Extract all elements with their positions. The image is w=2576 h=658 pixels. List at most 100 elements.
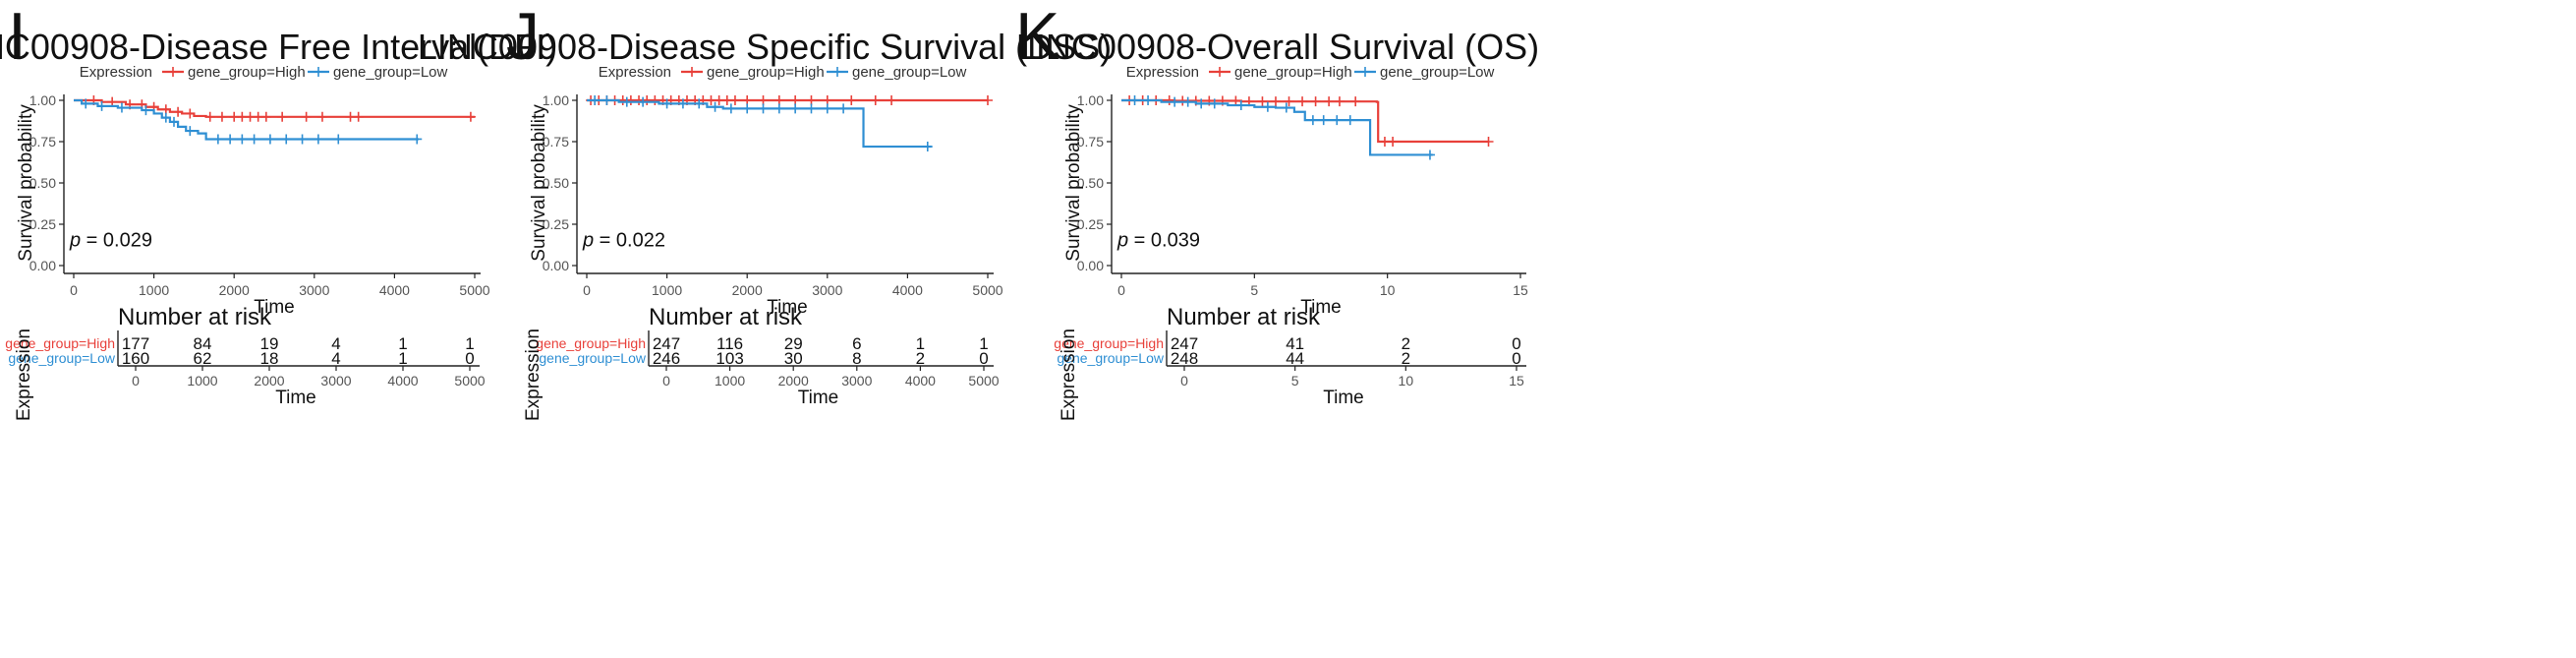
risk-row-label-high: gene_group=High: [536, 335, 646, 351]
censor-mark-high: [790, 95, 801, 105]
censor-mark-low: [1307, 115, 1318, 126]
x-tick-label: 3000: [812, 282, 842, 298]
risk-value: 30: [784, 349, 803, 368]
risk-x-tick-label: 15: [1509, 373, 1524, 389]
risk-table-title: Number at risk: [118, 304, 272, 330]
legend-title: Expression: [1126, 64, 1199, 81]
risk-table-title: Number at risk: [649, 304, 803, 330]
censor-mark-high: [1257, 96, 1268, 107]
censor-mark-low: [1345, 115, 1355, 126]
risk-x-tick-label: 5000: [968, 373, 999, 389]
risk-value: 246: [653, 349, 680, 368]
x-tick-label: 5000: [459, 282, 489, 298]
censor-mark-low: [725, 103, 736, 114]
censor-mark-high: [1284, 96, 1294, 107]
censor-mark-high: [1270, 96, 1281, 107]
censor-mark-low: [1196, 98, 1207, 109]
censor-mark-low: [773, 103, 784, 114]
y-tick-label: 1.00: [543, 92, 569, 108]
series-low: [587, 95, 933, 152]
x-tick-label: 4000: [379, 282, 410, 298]
x-tick-label: 2000: [732, 282, 763, 298]
censor-mark-low: [742, 103, 753, 114]
y-tick-label: 0.00: [543, 258, 569, 273]
censor-mark-high: [887, 95, 897, 105]
y-tick-label: 0.75: [1077, 134, 1104, 150]
risk-x-axis-label: Time: [1323, 388, 1364, 408]
x-tick-label: 0: [1117, 282, 1125, 298]
censor-mark-low: [590, 95, 601, 105]
y-tick-label: 0.25: [543, 216, 569, 232]
censor-mark-low: [1129, 95, 1140, 105]
series-low: [1121, 95, 1435, 160]
p-symbol: p: [1116, 230, 1128, 252]
risk-value: 177: [122, 334, 149, 353]
risk-value: 248: [1171, 349, 1198, 368]
censor-mark-high: [846, 95, 857, 105]
x-tick-label: 5: [1250, 282, 1258, 298]
y-tick-label: 0.00: [1077, 258, 1104, 273]
chart-title: LINC00908-Disease Specific Survival (DSS…: [418, 27, 1112, 67]
censor-mark-low: [694, 98, 705, 109]
panel-letter: J: [506, 0, 540, 74]
legend: Expression gene_group=High gene_group=Low: [1126, 64, 1495, 81]
survival-curve-low: [74, 98, 419, 141]
risk-value: 19: [260, 334, 279, 353]
censor-mark-low: [141, 105, 151, 116]
risk-value: 0: [1512, 334, 1520, 353]
y-tick-label: 1.00: [1077, 92, 1104, 108]
censor-mark-high: [822, 95, 832, 105]
censor-mark-low: [169, 116, 179, 127]
risk-x-tick-label: 0: [132, 373, 140, 389]
legend-censor-icon: [1215, 67, 1225, 77]
p-value-label: p = 0.022: [582, 230, 665, 252]
survival-curve-low: [587, 98, 932, 149]
censor-mark-high: [806, 95, 817, 105]
risk-value: 247: [653, 334, 680, 353]
x-axis-label: Time: [1300, 297, 1342, 318]
censor-mark-low: [333, 134, 344, 145]
p-value-label: p = 0.029: [69, 230, 152, 252]
censor-mark-high: [353, 111, 364, 122]
p-value-label: p = 0.039: [1116, 230, 1200, 252]
risk-value: 1: [979, 334, 988, 353]
axes: 0.00 0.25 0.50 0.75 1.00 0 1000 2000 3000 4000 500…: [529, 92, 1003, 318]
y-tick-label: 0.50: [543, 175, 569, 191]
y-tick-label: 0.75: [29, 134, 56, 150]
censor-mark-low: [1281, 102, 1291, 113]
censor-mark-high: [216, 111, 227, 122]
censor-mark-low: [1182, 96, 1193, 107]
y-tick-label: 1.00: [29, 92, 56, 108]
x-tick-label: 15: [1513, 282, 1528, 298]
censor-mark-low: [1209, 98, 1220, 109]
risk-y-axis-label: Expression: [1059, 329, 1079, 421]
censor-mark-low: [790, 103, 801, 114]
survival-curve-low: [1121, 98, 1433, 156]
x-tick-label: 4000: [892, 282, 923, 298]
risk-x-tick-label: 10: [1399, 373, 1414, 389]
panel-letter: I: [8, 0, 27, 74]
censor-mark-high: [870, 95, 881, 105]
risk-x-tick-label: 1000: [187, 373, 217, 389]
y-tick-label: 0.50: [29, 175, 56, 191]
censor-mark-low: [1424, 150, 1435, 160]
p-value: = 0.039: [1128, 230, 1200, 252]
censor-mark-high: [1297, 96, 1308, 107]
censor-mark-low: [1235, 100, 1246, 111]
risk-x-tick-label: 2000: [254, 373, 284, 389]
censor-mark-high: [204, 111, 215, 122]
censor-mark-low: [160, 112, 171, 123]
y-tick-label: 0.75: [543, 134, 569, 150]
censor-mark-low: [1262, 101, 1273, 112]
censor-mark-high: [277, 111, 288, 122]
legend-entry-high: gene_group=High: [188, 64, 306, 81]
risk-value: 4: [331, 349, 340, 368]
y-tick-label: 0.25: [1077, 216, 1104, 232]
censor-mark-high: [1231, 95, 1241, 106]
censor-mark-low: [81, 98, 91, 109]
y-axis-label: Survival probability: [1063, 104, 1084, 262]
x-tick-label: 3000: [299, 282, 329, 298]
